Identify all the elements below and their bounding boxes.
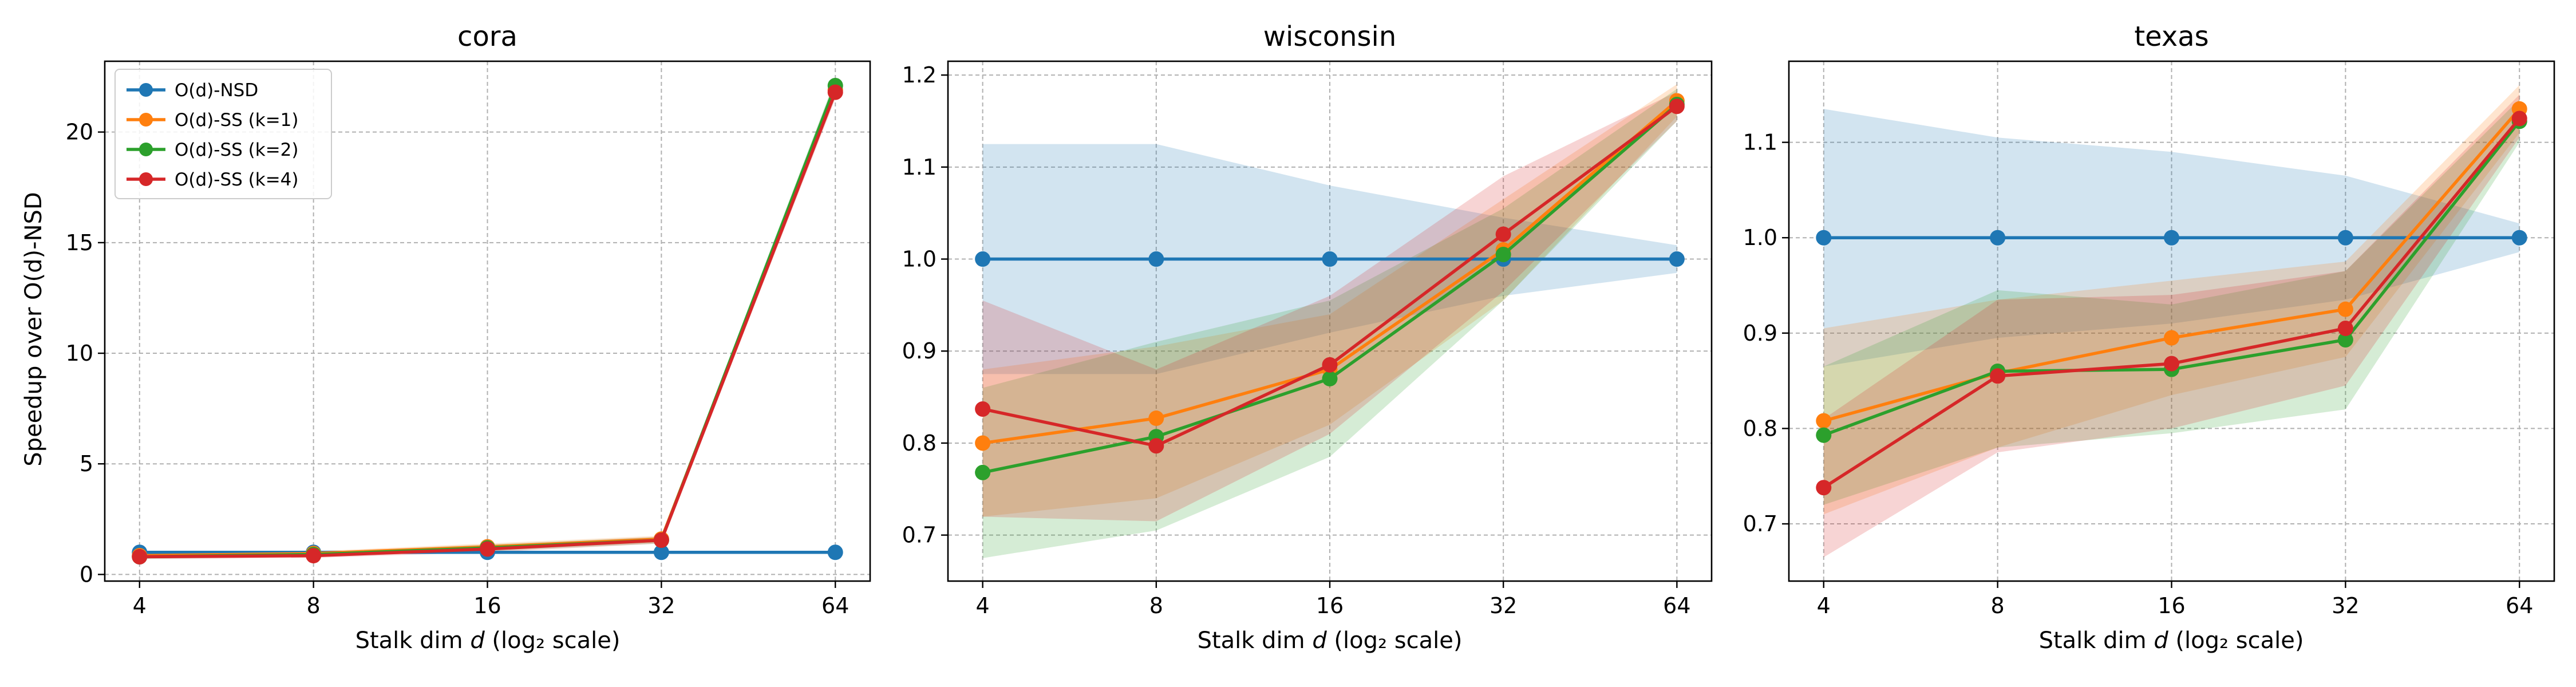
panel-title: texas <box>2134 21 2208 53</box>
point-wisconsin-o-d-nsd <box>975 251 991 267</box>
x-tick-label: 4 <box>1817 593 1831 618</box>
y-axis-label: Speedup over O(d)-NSD <box>21 192 47 466</box>
point-texas-o-d-ss-k-1 <box>2337 301 2353 317</box>
x-tick-label: 8 <box>1991 593 2005 618</box>
legend-label-o-d-ss-k-1: O(d)-SS (k=1) <box>175 110 299 131</box>
point-wisconsin-o-d-ss-k-1 <box>1148 410 1164 427</box>
y-tick-label: 0.8 <box>1743 416 1777 441</box>
legend-box <box>114 69 332 199</box>
point-texas-o-d-ss-k-4 <box>2511 110 2527 127</box>
x-tick-label: 64 <box>2506 593 2533 618</box>
band-texas-o-d-ss-k-1 <box>1823 85 2520 515</box>
point-wisconsin-o-d-ss-k-4 <box>1148 438 1164 454</box>
panel-title: wisconsin <box>1263 21 1397 53</box>
point-cora-o-d-ss-k-4 <box>480 541 495 557</box>
y-tick-label: 0.9 <box>1743 321 1777 346</box>
panel-wisconsin: 4 8 16 32 64 0.7 0.8 0.9 1.0 1.1 1.2 wisconsin <box>902 21 1713 618</box>
legend-marker-o-d-ss-k-4 <box>139 172 153 186</box>
point-texas-o-d-nsd <box>1816 230 1832 246</box>
y-tick-label: 0.7 <box>1743 511 1777 536</box>
x-tick-label: 64 <box>1663 593 1690 618</box>
x-tick-label: 16 <box>2158 593 2185 618</box>
point-texas-o-d-nsd <box>2337 230 2353 246</box>
x-tick-label: 16 <box>1316 593 1344 618</box>
point-cora-o-d-ss-k-4 <box>132 548 148 564</box>
point-wisconsin-o-d-nsd <box>1148 251 1164 267</box>
legend: O(d)-NSD O(d)-SS (k=1) O(d)-SS (k=2) O(d)-S… <box>114 69 332 199</box>
point-wisconsin-o-d-ss-k-2 <box>1495 246 1511 262</box>
point-texas-o-d-ss-k-4 <box>2337 320 2353 336</box>
point-wisconsin-o-d-ss-k-2 <box>975 464 991 480</box>
band-texas-o-d-ss-k-2 <box>1823 99 2520 505</box>
point-texas-o-d-ss-k-4 <box>2164 356 2179 372</box>
legend-label-o-d-nsd: O(d)-NSD <box>175 80 258 101</box>
panel-texas: 4 8 16 32 64 0.7 0.8 0.9 1.0 1.1 texas <box>1743 21 2555 618</box>
x-tick-label: 32 <box>2332 593 2359 618</box>
band-wisconsin-o-d-ss-k-1 <box>982 84 1677 517</box>
x-tick-label: 32 <box>1490 593 1517 618</box>
point-texas-o-d-ss-k-4 <box>1990 368 2006 384</box>
y-tick-label: 0.8 <box>902 431 937 456</box>
point-cora-o-d-ss-k-4 <box>653 532 669 548</box>
y-tick-label: 15 <box>66 230 93 255</box>
point-texas-o-d-ss-k-4 <box>1816 480 1832 496</box>
x-tick-label: 4 <box>133 593 147 618</box>
y-tick-label: 20 <box>66 120 93 145</box>
x-axis-label-texas: Stalk dim d (log₂ scale) <box>2039 627 2304 654</box>
legend-label-o-d-ss-k-4: O(d)-SS (k=4) <box>175 169 299 190</box>
point-wisconsin-o-d-ss-k-1 <box>975 435 991 451</box>
y-tick-label: 1.1 <box>1743 130 1777 155</box>
point-cora-o-d-ss-k-4 <box>827 84 843 100</box>
y-tick-label: 1.0 <box>902 247 937 272</box>
x-axis-label-wisconsin: Stalk dim d (log₂ scale) <box>1198 627 1463 654</box>
point-texas-o-d-ss-k-1 <box>2164 330 2179 346</box>
y-tick-label: 1.1 <box>902 155 937 180</box>
point-wisconsin-o-d-ss-k-4 <box>1495 226 1511 242</box>
point-cora-o-d-nsd <box>653 544 669 560</box>
legend-marker-o-d-ss-k-2 <box>139 143 153 156</box>
y-tick-label: 0 <box>80 562 93 587</box>
y-tick-label: 0.7 <box>902 523 937 548</box>
point-texas-o-d-ss-k-2 <box>2337 331 2353 348</box>
band-texas-o-d-ss-k-4 <box>1823 94 2520 558</box>
point-wisconsin-o-d-ss-k-4 <box>1322 357 1338 373</box>
point-texas-o-d-nsd <box>2511 230 2527 246</box>
point-wisconsin-o-d-ss-k-2 <box>1322 370 1338 386</box>
point-wisconsin-o-d-nsd <box>1322 251 1338 267</box>
point-cora-o-d-nsd <box>827 544 843 560</box>
y-tick-label: 10 <box>66 341 93 366</box>
point-texas-o-d-nsd <box>2164 230 2179 246</box>
point-texas-o-d-nsd <box>1990 230 2006 246</box>
x-tick-label: 32 <box>647 593 675 618</box>
y-tick-label: 0.9 <box>902 338 937 364</box>
y-tick-label: 1.2 <box>902 62 937 88</box>
legend-marker-o-d-ss-k-1 <box>139 113 153 127</box>
x-tick-label: 64 <box>821 593 849 618</box>
x-tick-label: 4 <box>976 593 990 618</box>
x-tick-label: 16 <box>473 593 501 618</box>
point-wisconsin-o-d-ss-k-4 <box>975 401 991 417</box>
legend-marker-o-d-nsd <box>139 83 153 97</box>
point-texas-o-d-ss-k-1 <box>1816 413 1832 429</box>
panel-cora: 4 8 16 32 64 0 5 10 15 20 cora <box>66 21 871 618</box>
legend-label-o-d-ss-k-2: O(d)-SS (k=2) <box>175 140 299 160</box>
point-wisconsin-o-d-nsd <box>1669 251 1685 267</box>
x-tick-label: 8 <box>1149 593 1163 618</box>
point-wisconsin-o-d-ss-k-4 <box>1669 98 1685 114</box>
x-tick-label: 8 <box>307 593 321 618</box>
y-tick-label: 1.0 <box>1743 225 1777 250</box>
y-tick-label: 5 <box>80 451 93 476</box>
point-cora-o-d-ss-k-4 <box>306 548 322 564</box>
panel-title: cora <box>457 21 517 53</box>
point-texas-o-d-ss-k-2 <box>1816 427 1832 443</box>
x-axis-label-cora: Stalk dim d (log₂ scale) <box>355 627 621 654</box>
